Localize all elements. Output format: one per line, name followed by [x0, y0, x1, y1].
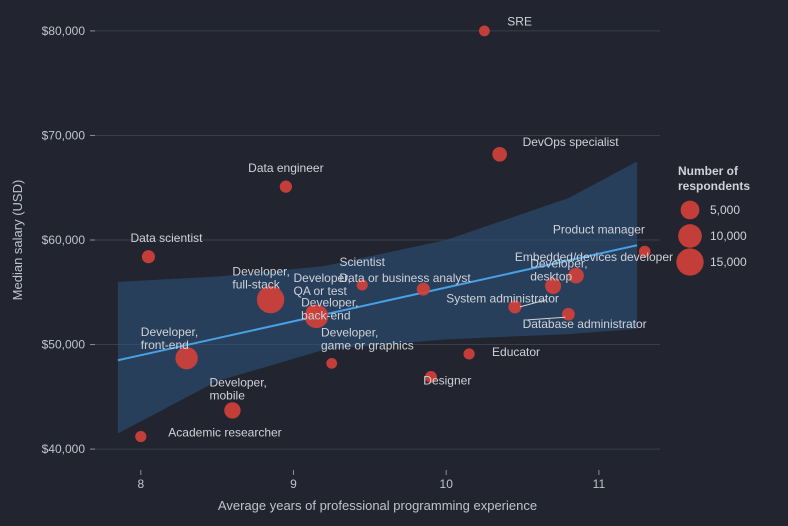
legend-label: 10,000: [710, 229, 747, 243]
point-label: DevOps specialist: [523, 135, 620, 149]
point-label: Product manager: [553, 223, 645, 237]
data-point[interactable]: [224, 402, 240, 418]
point-label: Data scientist: [130, 231, 203, 245]
x-tick-label: 10: [440, 477, 454, 491]
x-tick-label: 8: [137, 477, 144, 491]
legend-marker: [681, 201, 700, 220]
point-label: Educator: [492, 345, 540, 359]
data-point[interactable]: [464, 348, 475, 359]
y-tick-label: $40,000: [42, 442, 86, 456]
y-tick-label: $60,000: [42, 233, 86, 247]
data-point[interactable]: [142, 250, 155, 263]
point-label: mobile: [210, 388, 246, 402]
point-label: back-end: [301, 308, 350, 322]
point-label: Developer,: [530, 257, 587, 271]
point-label: Academic researcher: [168, 426, 281, 440]
point-label: Developer,: [141, 325, 198, 339]
point-label: Developer,: [210, 375, 267, 389]
point-label: Data engineer: [248, 161, 323, 175]
legend-title: respondents: [678, 179, 750, 193]
y-tick-label: $80,000: [42, 24, 86, 38]
data-point[interactable]: [135, 431, 146, 442]
data-point[interactable]: [492, 147, 507, 162]
legend-marker: [678, 224, 702, 248]
y-tick-label: $50,000: [42, 338, 86, 352]
x-tick-label: 9: [290, 477, 297, 491]
chart-svg: SRE DevOps specialist Data engineer Product…: [0, 0, 788, 526]
legend-label: 5,000: [710, 203, 740, 217]
point-label: Designer: [423, 373, 471, 387]
point-label: Scientist: [340, 255, 386, 269]
point-label: System administrator: [446, 292, 559, 306]
point-label: Data or business analyst: [339, 271, 471, 285]
legend-marker: [676, 248, 703, 275]
point-label: game or graphics: [321, 339, 414, 353]
point-label: full-stack: [232, 278, 280, 292]
point-label: desktop: [530, 270, 572, 284]
data-point[interactable]: [479, 26, 490, 37]
legend-label: 15,000: [710, 255, 747, 269]
point-label: Developer,: [232, 265, 289, 279]
data-point[interactable]: [280, 181, 292, 193]
y-axis-label: Median salary (USD): [10, 180, 25, 301]
point-label: Developer,: [321, 326, 378, 340]
x-axis-label: Average years of professional programmin…: [218, 498, 537, 513]
scatter-chart: SRE DevOps specialist Data engineer Product…: [0, 0, 788, 526]
point-label: front-end: [141, 338, 189, 352]
point-label: Developer,: [301, 295, 358, 309]
legend-title: Number of: [678, 164, 739, 178]
x-tick-label: 11: [593, 477, 606, 491]
data-point[interactable]: [326, 358, 337, 369]
y-tick-label: $70,000: [42, 128, 86, 142]
point-label: SRE: [507, 15, 532, 29]
point-label: Developer,: [294, 271, 351, 285]
